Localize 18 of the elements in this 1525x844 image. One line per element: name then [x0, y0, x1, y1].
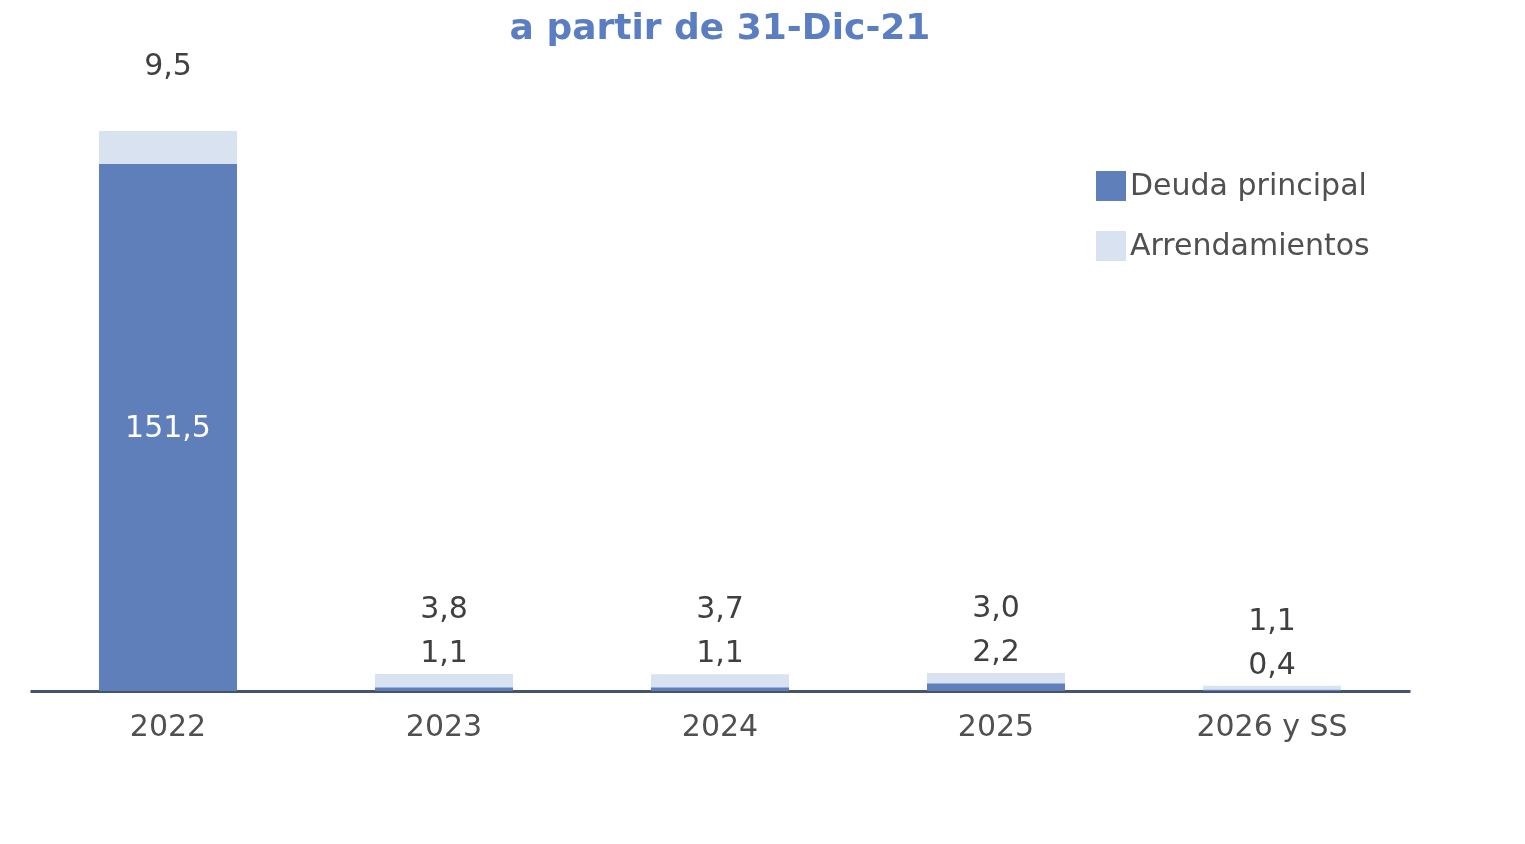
- data-label: 0,4: [1248, 645, 1296, 681]
- legend-label: Arrendamientos: [1130, 227, 1370, 262]
- x-tick-label: 2026 y SS: [1196, 707, 1348, 743]
- data-label: 1,1: [420, 633, 468, 669]
- x-tick-label: 2025: [957, 707, 1035, 743]
- data-label: 3,0: [972, 588, 1020, 624]
- data-label: 1,1: [696, 634, 744, 670]
- x-tick-label: 2022: [129, 707, 207, 743]
- chart-title: a partir de 31-Dic-21: [509, 6, 931, 47]
- data-label: 2,2: [972, 632, 1020, 668]
- x-tick-label: 2023: [405, 707, 483, 743]
- data-label: 3,7: [696, 590, 744, 626]
- x-tick-label: 2024: [681, 707, 759, 743]
- data-label: 3,8: [420, 589, 468, 625]
- data-label: 151,5: [125, 408, 211, 444]
- legend-label: Deuda principal: [1130, 167, 1367, 202]
- data-label: 9,5: [144, 47, 192, 82]
- data-label: 1,1: [1248, 601, 1296, 637]
